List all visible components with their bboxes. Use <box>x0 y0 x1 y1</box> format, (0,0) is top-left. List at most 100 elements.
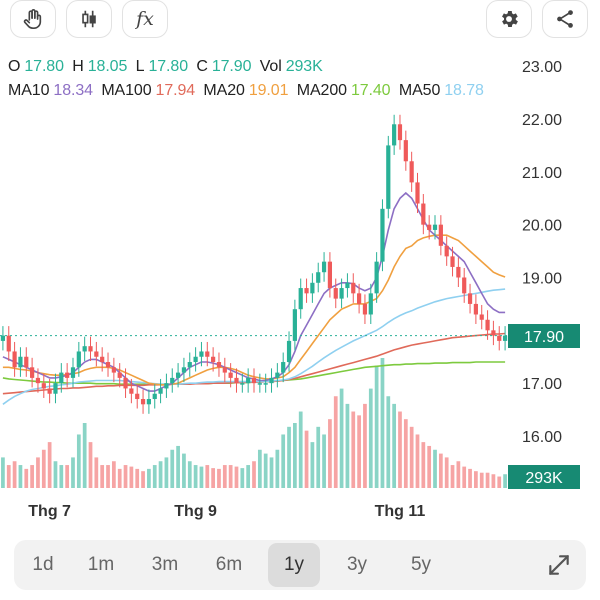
candle-body <box>146 399 151 405</box>
volume-bar <box>433 449 437 488</box>
x-axis: Thg 7 Thg 9 Thg 11 <box>28 503 425 520</box>
volume-bar <box>147 468 151 488</box>
volume-bar <box>310 442 315 488</box>
volume-bar <box>316 426 321 488</box>
candle-body <box>456 266 461 278</box>
x-tick-label: Thg 7 <box>28 503 71 520</box>
expand-icon[interactable] <box>546 552 572 578</box>
volume-bar <box>322 434 326 488</box>
y-tick-label: 19.00 <box>522 271 562 288</box>
volume-bar <box>76 434 81 488</box>
volume-bar <box>234 466 239 488</box>
candle-body <box>327 261 333 289</box>
volume-bar <box>438 453 443 488</box>
volume-bar <box>392 403 397 488</box>
indicator-label: fx <box>136 8 154 30</box>
candle-body <box>76 351 81 368</box>
volume-bar <box>111 461 116 488</box>
volume-bar <box>491 474 496 488</box>
volume-bar <box>94 457 99 488</box>
volume-bar <box>41 449 46 488</box>
ma20-label: MA20 <box>203 82 245 99</box>
candle-body <box>211 356 216 363</box>
range-1m-button[interactable]: 1m <box>87 554 115 575</box>
range-3y-button[interactable]: 3y <box>346 554 368 575</box>
volume-bar <box>328 419 332 488</box>
volume-bar <box>36 457 40 488</box>
candle-body <box>286 340 292 363</box>
candle-body <box>24 356 29 368</box>
volume-bar <box>158 461 163 488</box>
range-1d-button[interactable]: 1d <box>32 554 54 575</box>
volume-bar <box>82 423 87 488</box>
candle-body <box>462 277 467 294</box>
y-tick-label: 21.00 <box>522 165 562 182</box>
volume-bar <box>252 461 256 488</box>
candle-body <box>164 383 169 389</box>
candle-body <box>444 245 449 257</box>
range-1y-button[interactable]: 1y <box>268 543 320 587</box>
volume-value: 293K <box>285 58 323 75</box>
hand-icon <box>23 9 42 29</box>
settings-button[interactable] <box>486 0 532 38</box>
candle-body <box>421 203 426 225</box>
volume-bar <box>47 442 52 488</box>
range-5y-button[interactable]: 5y <box>410 554 432 575</box>
x-tick-label: Thg 11 <box>375 503 426 520</box>
volume-bar <box>164 457 169 488</box>
volume-bar <box>257 449 262 488</box>
last-volume-label: 293K <box>525 470 563 487</box>
ma100-label: MA100 <box>101 82 152 99</box>
volume-bar <box>182 453 186 488</box>
candle-body <box>304 288 309 294</box>
volume-bar <box>485 472 490 488</box>
volume-bar <box>88 442 93 488</box>
share-icon <box>557 10 573 28</box>
candle-body <box>415 182 420 204</box>
volume-bar <box>275 449 280 488</box>
candle-body <box>438 224 443 246</box>
candle-body <box>88 346 93 352</box>
candle-body <box>193 356 198 363</box>
candle-body <box>234 377 239 384</box>
ma100-value: 17.94 <box>155 82 196 99</box>
candle-body <box>257 383 262 385</box>
volume-bar <box>65 465 70 488</box>
volume-bar <box>281 434 286 488</box>
volume-bar <box>263 453 268 488</box>
y-tick-label: 20.00 <box>522 218 562 235</box>
volume-bar <box>287 426 291 488</box>
y-axis: 23.00 22.00 21.00 20.00 19.00 17.00 16.00 <box>522 59 562 446</box>
volume-bar <box>468 468 472 488</box>
volume-bar <box>403 419 408 488</box>
candle-body <box>467 293 473 304</box>
volume-bar <box>187 461 192 488</box>
volume-bar <box>53 461 58 488</box>
candle-body <box>105 362 111 368</box>
volume-bar <box>228 465 233 488</box>
last-price-badge <box>508 324 580 348</box>
candle-body <box>275 372 280 378</box>
candle-body <box>6 335 11 352</box>
candle-body <box>269 377 274 384</box>
volume-bar <box>269 457 274 488</box>
ma50-value: 18.78 <box>444 82 484 99</box>
price-chart[interactable]: 23.00 22.00 21.00 20.00 19.00 17.00 16.00 Thg … <box>0 52 600 532</box>
range-6m-button[interactable]: 6m <box>215 554 243 575</box>
share-button[interactable] <box>542 0 588 38</box>
indicator-button[interactable]: fx <box>122 0 168 38</box>
draw-tool-button[interactable] <box>10 0 56 38</box>
candle-body <box>357 293 362 304</box>
candlestick-icon <box>82 10 96 28</box>
candle-body <box>345 282 350 289</box>
volume-bar <box>304 430 309 488</box>
volume-bar <box>345 403 350 488</box>
volume-bar <box>415 434 420 488</box>
volume-bar <box>6 465 11 488</box>
candle-body <box>397 124 403 141</box>
chart-type-button[interactable] <box>66 0 112 38</box>
range-3m-button[interactable]: 3m <box>151 554 179 575</box>
candle-body <box>246 377 251 384</box>
candle-body <box>199 351 204 357</box>
candle-body <box>403 140 408 162</box>
